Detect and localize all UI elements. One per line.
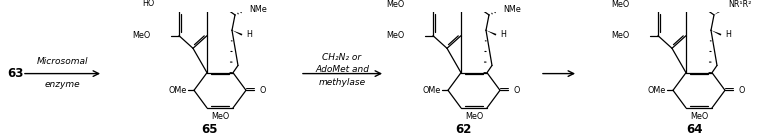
Text: OMe: OMe [648,86,666,95]
Text: NR¹R²: NR¹R² [728,0,751,9]
Text: methylase: methylase [318,78,365,87]
Text: MeO: MeO [387,0,405,9]
Text: O: O [739,86,746,95]
Text: O: O [260,86,267,95]
Polygon shape [714,7,727,15]
Text: 62: 62 [455,123,471,136]
Polygon shape [232,30,242,36]
Text: MeO: MeO [690,112,708,121]
Text: MeO: MeO [465,112,483,121]
Text: MeO: MeO [132,31,151,40]
Text: MeO: MeO [387,31,405,40]
Text: MeO: MeO [612,0,630,9]
Text: 64: 64 [687,123,703,136]
Text: OMe: OMe [169,86,187,95]
Text: enzyme: enzyme [44,80,80,89]
Text: HO: HO [143,0,155,8]
Text: 65: 65 [201,123,218,136]
Text: H: H [725,30,731,39]
Text: 63: 63 [7,67,24,80]
Polygon shape [486,30,496,36]
Polygon shape [711,30,721,36]
Text: H: H [500,30,506,39]
Text: AdoMet and: AdoMet and [315,65,369,75]
Text: MeO: MeO [612,31,630,40]
Text: H: H [246,30,252,39]
Text: NMe: NMe [249,5,267,14]
Text: CH₂N₂ or: CH₂N₂ or [322,53,361,62]
Text: MeO: MeO [211,112,229,121]
Text: NMe: NMe [503,5,521,14]
Text: OMe: OMe [423,86,441,95]
Text: Microsomal: Microsomal [36,57,88,66]
Text: O: O [514,86,521,95]
